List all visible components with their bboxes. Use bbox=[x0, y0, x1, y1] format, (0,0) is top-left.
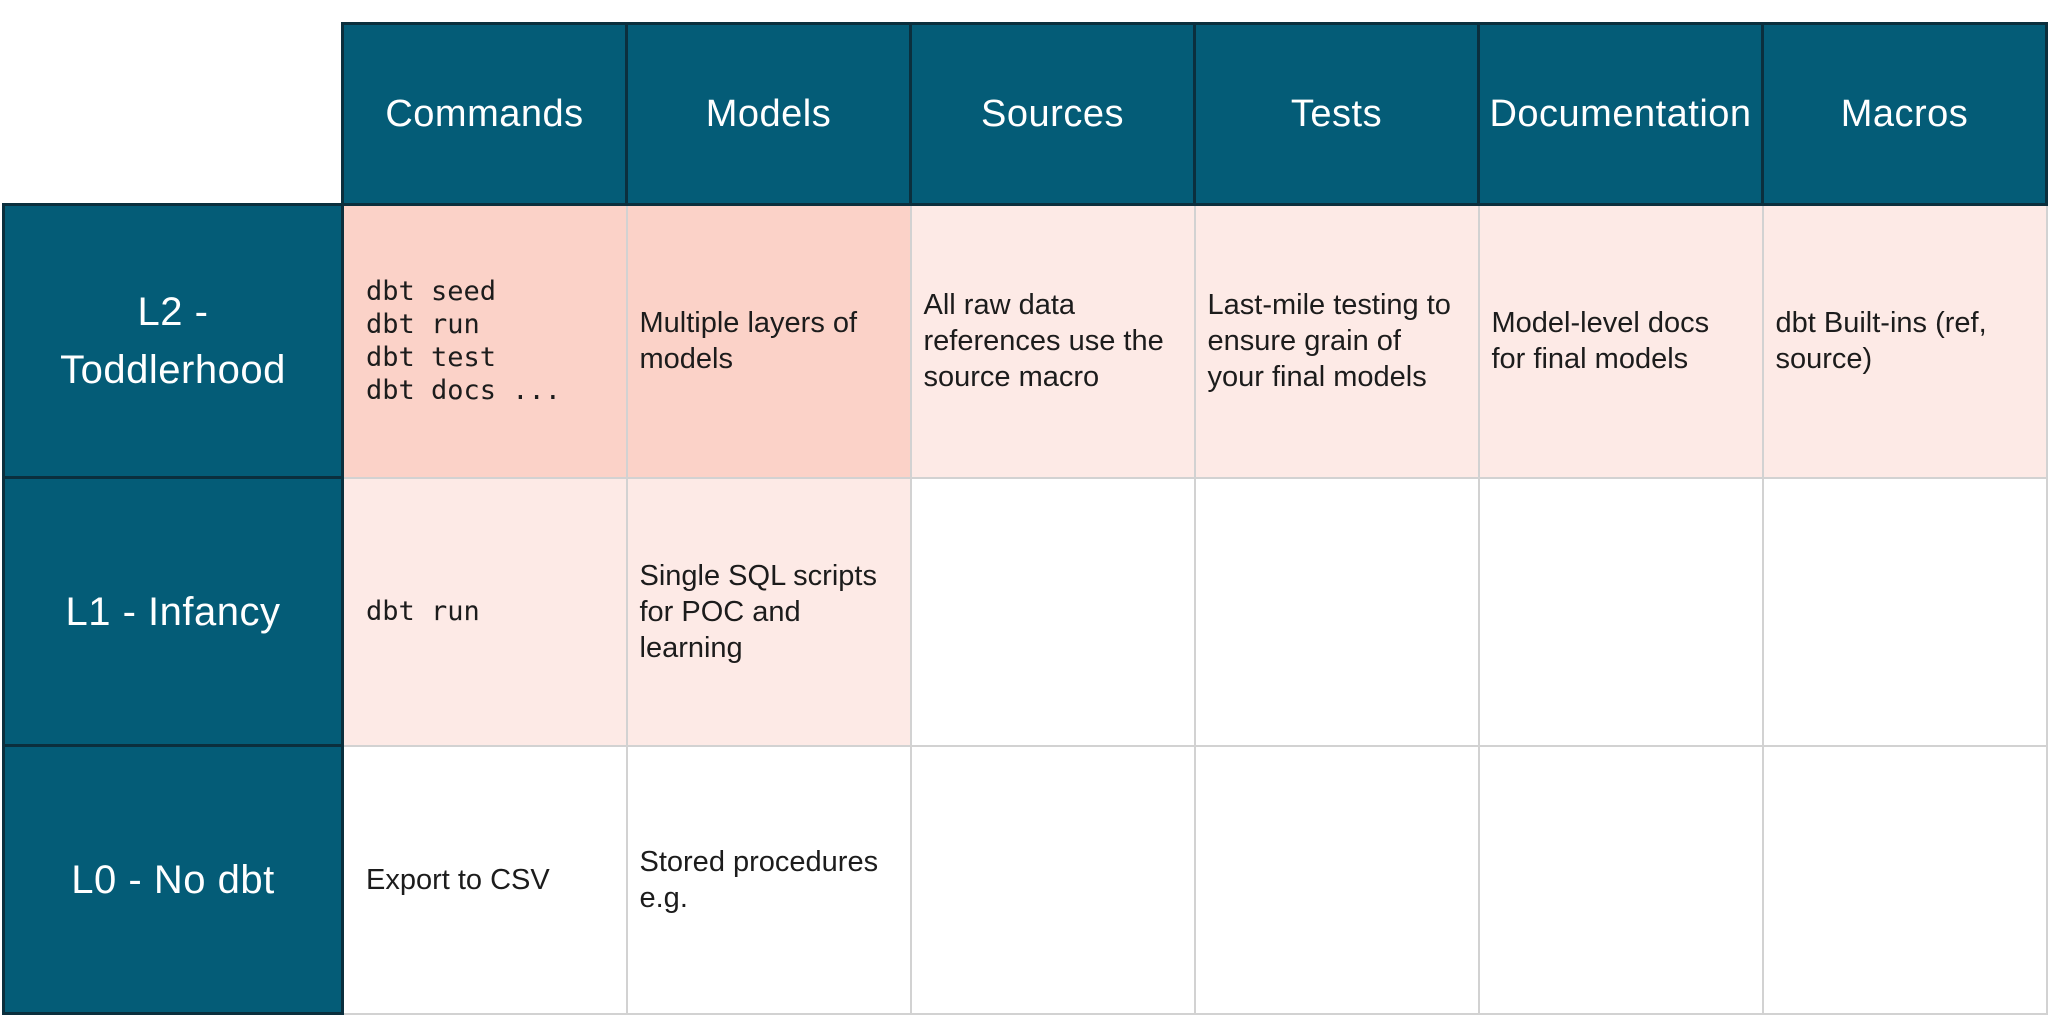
maturity-matrix-container: Commands Models Sources Tests Documentation M… bbox=[2, 22, 2048, 1015]
column-header-macros: Macros bbox=[1761, 22, 2048, 206]
cell-l0-sources bbox=[909, 744, 1196, 1015]
cell-l1-macros bbox=[1761, 476, 2048, 747]
table-row-l0: L0 - No dbt Export to CSV Stored procedure… bbox=[2, 744, 2048, 1015]
maturity-matrix-table: Commands Models Sources Tests Documentation M… bbox=[2, 22, 2048, 1015]
column-header-tests: Tests bbox=[1193, 22, 1480, 206]
column-header-models: Models bbox=[625, 22, 912, 206]
table-row-l2: L2 - Toddlerhood dbt seed dbt run dbt tes… bbox=[2, 203, 2048, 479]
cell-l0-tests bbox=[1193, 744, 1480, 1015]
row-header-l2: L2 - Toddlerhood bbox=[2, 203, 344, 479]
cell-l2-sources: All raw data references use the source m… bbox=[909, 203, 1196, 479]
header-row: Commands Models Sources Tests Documentation M… bbox=[3, 22, 2048, 206]
column-header-documentation: Documentation bbox=[1477, 22, 1764, 206]
cell-l0-documentation bbox=[1477, 744, 1764, 1015]
cell-l0-macros bbox=[1761, 744, 2048, 1015]
matrix-body: L2 - Toddlerhood dbt seed dbt run dbt tes… bbox=[2, 203, 2048, 1015]
cell-l2-models: Multiple layers of models bbox=[625, 203, 912, 479]
cell-l1-tests bbox=[1193, 476, 1480, 747]
cell-l2-tests: Last-mile testing to ensure grain of you… bbox=[1193, 203, 1480, 479]
cell-l2-macros: dbt Built-ins (ref, source) bbox=[1761, 203, 2048, 479]
column-header-commands: Commands bbox=[341, 22, 628, 206]
cell-l0-commands: Export to CSV bbox=[341, 744, 628, 1015]
row-header-l0: L0 - No dbt bbox=[2, 744, 344, 1015]
cell-l1-documentation bbox=[1477, 476, 1764, 747]
matrix-header: Commands Models Sources Tests Documentation M… bbox=[3, 22, 2048, 206]
row-header-l1: L1 - Infancy bbox=[2, 476, 344, 747]
cell-l0-models: Stored procedures e.g. bbox=[625, 744, 912, 1015]
cell-l1-models: Single SQL scripts for POC and learning bbox=[625, 476, 912, 747]
cell-l1-commands: dbt run bbox=[341, 476, 628, 747]
table-row-l1: L1 - Infancy dbt run Single SQL scripts fo… bbox=[2, 476, 2048, 747]
cell-l2-documentation: Model-level docs for final models bbox=[1477, 203, 1764, 479]
cell-l1-sources bbox=[909, 476, 1196, 747]
column-header-sources: Sources bbox=[909, 22, 1196, 206]
cell-l2-commands: dbt seed dbt run dbt test dbt docs ... bbox=[341, 203, 628, 479]
corner-spacer bbox=[3, 23, 343, 205]
